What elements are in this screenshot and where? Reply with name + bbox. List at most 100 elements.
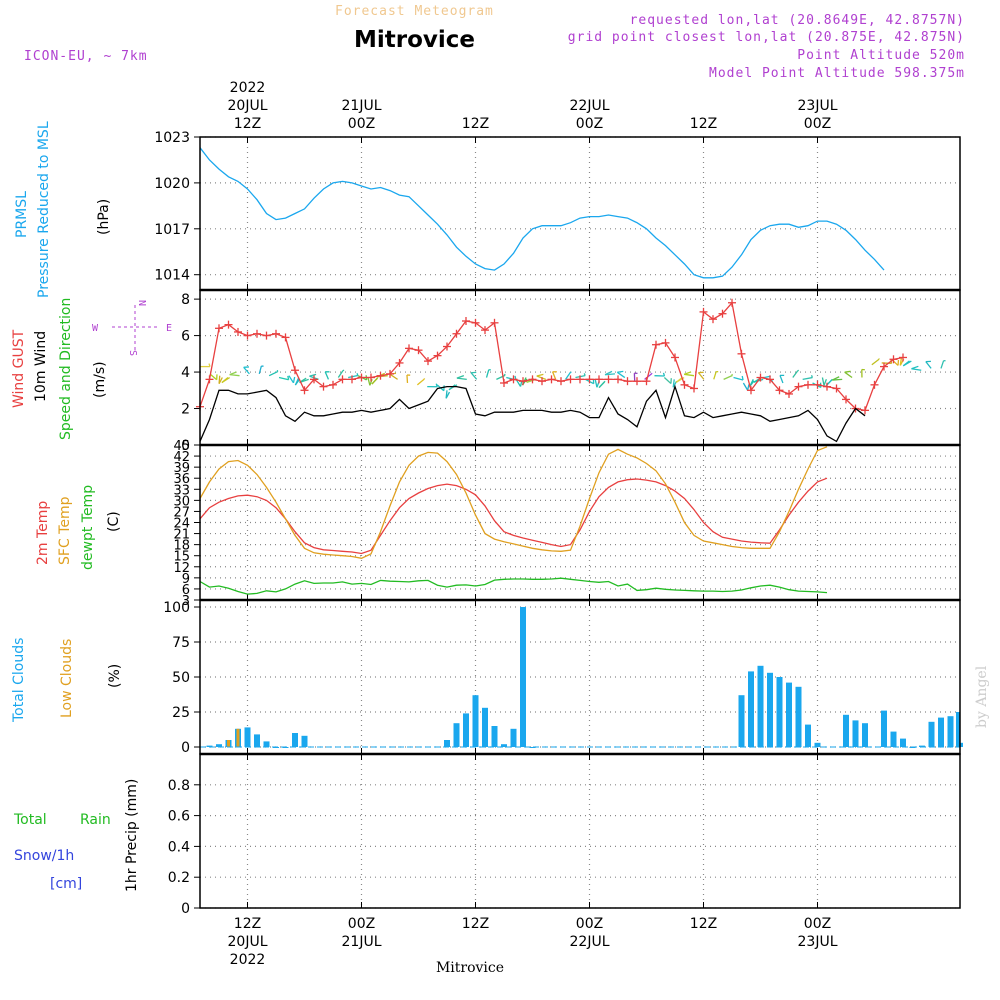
cloud-bar [805, 724, 811, 747]
cloud-bar [206, 745, 213, 747]
snow-unit-label: [cm] [50, 876, 82, 892]
y-tick-label: 33 [173, 483, 190, 498]
ms-unit-label: (m/s) [92, 361, 108, 398]
y-tick-label: 1023 [154, 130, 190, 146]
cloud-bar [529, 747, 536, 748]
cloud-bar [757, 665, 764, 747]
cloud-bar [919, 745, 925, 747]
y-tick-label: 30 [173, 494, 190, 509]
cloud-bar [738, 695, 745, 747]
top-time-label: 12Z [462, 116, 489, 132]
wind-barb-flag [617, 370, 624, 373]
wind-barb-flag [902, 360, 910, 367]
wind-barb [551, 371, 557, 380]
cloud-bar [928, 721, 935, 747]
y-tick-label: 0.4 [168, 839, 190, 855]
wind-barb [367, 377, 371, 386]
wind-barb [348, 374, 358, 379]
watermark: by Angel [974, 665, 990, 728]
compass-east: E [166, 323, 172, 334]
wind-10m-label: 10m Wind [33, 331, 49, 402]
wind-barb-flag [683, 371, 692, 375]
wind-barb [416, 378, 425, 386]
snow-label: Snow/1h [14, 848, 74, 864]
cloud-bar [814, 742, 821, 747]
cloud-bar [482, 707, 488, 747]
celsius-unit-label: (C) [106, 511, 122, 532]
top-time-label: 2022 [230, 80, 266, 96]
y-tick-label: 9 [182, 572, 190, 587]
wind-barb-flag [844, 370, 851, 373]
cloud-bar [292, 733, 298, 747]
wind-barb [684, 373, 695, 377]
bottom-time-label: 12Z [462, 916, 489, 932]
wind-barb-flag [292, 376, 296, 383]
wind-barb-flag [371, 377, 378, 385]
pressure-panel: PRMSL Pressure Reduced to MSL (hPa) [14, 121, 112, 298]
compass-north: N [136, 300, 147, 306]
sfc-temp-label: SFC Temp [57, 496, 73, 565]
y-tick-label: 0.6 [168, 809, 190, 825]
wind-barb [925, 361, 932, 369]
bottom-time-label: 00Z [348, 916, 375, 932]
point-altitude: Point Altitude 520m [797, 48, 965, 63]
wind-barb [288, 375, 295, 384]
panel-frame [199, 289, 961, 446]
temp2m-label: 2m Temp [35, 501, 51, 565]
cloud-bar [501, 744, 507, 747]
bottom-time-label: 00Z [576, 916, 603, 932]
y-tick-label: 36 [173, 472, 190, 487]
wind-barb-flag [823, 379, 827, 386]
wind-barb [911, 368, 922, 371]
wind-barb-flag [218, 377, 223, 384]
wind-barb [470, 372, 478, 380]
total-label: Total [13, 812, 47, 828]
bottom-time-label: 00Z [804, 916, 831, 932]
bottom-time-label: 2022 [230, 952, 266, 968]
y-tick-label: 1020 [154, 176, 190, 192]
y-tick-label: 15 [173, 550, 190, 565]
y-tick-label: 0.2 [168, 870, 190, 886]
pressure-msl-label: Pressure Reduced to MSL [36, 121, 52, 298]
model-altitude: Model Point Altitude 598.375m [709, 66, 965, 81]
wind-barb [278, 376, 289, 381]
wind-barb [792, 370, 799, 378]
cloud-bar [890, 731, 897, 747]
cloud-bar [852, 720, 859, 747]
bottom-time-label: 21JUL [342, 934, 382, 950]
y-tick-label: 1017 [154, 222, 190, 238]
precip-panel: Total Rain Snow/1h [cm] 1hr Precip (mm) [13, 779, 140, 892]
cloud-bar [795, 686, 802, 747]
wind-barb-flag [746, 384, 750, 391]
cloud-bar [263, 741, 270, 747]
top-time-label: 12Z [690, 116, 717, 132]
wind-barb [268, 370, 279, 377]
wind-barb [697, 372, 705, 380]
cloud-bar [748, 671, 754, 747]
compass-south: S [127, 350, 138, 356]
wind-barb [389, 373, 398, 380]
wind-barb-flag [831, 376, 840, 381]
y-tick-label: 45 [173, 439, 190, 454]
temperature-panel: 2m Temp SFC Temp dewpt Temp (C) [35, 485, 122, 570]
cloud-bar [956, 712, 960, 747]
wind-barb [713, 371, 717, 380]
cloud-bar [786, 682, 792, 747]
cloud-bar [843, 714, 849, 747]
prmsl-label: PRMSL [14, 191, 30, 238]
series-2m-temp [199, 477, 828, 555]
wind-barb [616, 371, 626, 379]
plot-clouds: 0 25 50 75 100 [163, 599, 963, 756]
wind-barb-flag [456, 374, 465, 379]
cloud-bar [216, 744, 222, 747]
wind-barb [258, 365, 262, 375]
plot-wind: 0 2 4 6 8 [181, 289, 961, 454]
wind-barb-flag [810, 375, 814, 378]
bottom-time-label: 22JUL [570, 934, 610, 950]
wind-barb [663, 377, 672, 385]
wind-barb-flag [369, 379, 373, 386]
series-wind-gust [199, 301, 904, 412]
wind-barb [229, 373, 240, 377]
y-tick-label: 42 [173, 450, 190, 465]
